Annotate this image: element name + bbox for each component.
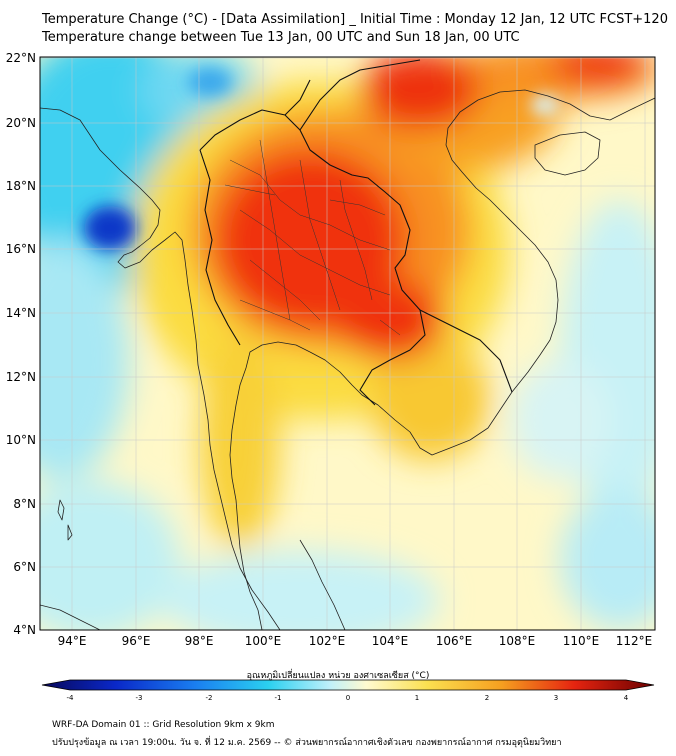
lat-label: 10°N <box>6 433 36 447</box>
province-borders <box>224 139 401 336</box>
colorbar-tick: -3 <box>136 694 143 702</box>
lon-label: 100°E <box>245 634 282 648</box>
colorbar-tick: 0 <box>346 694 350 702</box>
lon-label: 104°E <box>372 634 409 648</box>
map-subtitle: Temperature change between Tue 13 Jan, 0… <box>42 30 520 45</box>
colorbar-title: อุณหภูมิเปลี่ยนแปลง หน่วย องศาเซลเซียส (… <box>246 671 430 681</box>
lon-label: 102°E <box>309 634 346 648</box>
latitude-axis: 22°N 20°N 18°N 16°N 14°N 12°N 10°N 8°N 6… <box>6 51 36 637</box>
colorbar-tick: 4 <box>624 694 629 702</box>
plot-frame <box>39 56 656 631</box>
lat-label: 14°N <box>6 306 36 320</box>
colorbar-tick: -4 <box>67 694 75 702</box>
lat-label: 16°N <box>6 242 36 256</box>
lon-label: 110°E <box>563 634 600 648</box>
lat-label: 18°N <box>6 179 36 193</box>
lon-label: 98°E <box>185 634 214 648</box>
lon-label: 108°E <box>499 634 536 648</box>
lon-label: 112°E <box>616 634 653 648</box>
colorbar-scale <box>41 679 655 691</box>
temperature-field <box>40 57 655 630</box>
footer-model-info: WRF-DA Domain 01 :: Grid Resolution 9km … <box>52 720 275 730</box>
lon-label: 94°E <box>58 634 87 648</box>
footer-update-info: ปรับปรุงข้อมูล ณ เวลา 19:00น. วัน จ. ที่… <box>52 738 562 748</box>
gridlines <box>40 57 655 630</box>
lat-label: 12°N <box>6 370 36 384</box>
longitude-axis: 94°E 96°E 98°E 100°E 102°E 104°E 106°E 1… <box>58 634 653 648</box>
lat-label: 4°N <box>13 623 36 637</box>
lat-label: 22°N <box>6 51 36 65</box>
colorbar-ticks: -4 -3 -2 -1 0 1 2 3 4 <box>67 694 629 702</box>
colorbar-tick: 2 <box>485 694 489 702</box>
lat-label: 6°N <box>13 560 36 574</box>
colorbar-tick: 3 <box>554 694 558 702</box>
coastlines <box>40 89 655 630</box>
country-borders <box>199 59 513 406</box>
colorbar-tick: 1 <box>415 694 419 702</box>
map-title: Temperature Change (°C) - [Data Assimila… <box>42 12 668 27</box>
colorbar: -4 -3 -2 -1 0 1 2 3 4 <box>41 679 655 702</box>
lat-label: 8°N <box>13 497 36 511</box>
lon-label: 106°E <box>436 634 473 648</box>
lon-label: 96°E <box>122 634 151 648</box>
lat-label: 20°N <box>6 116 36 130</box>
colorbar-tick: -2 <box>206 694 213 702</box>
colorbar-tick: -1 <box>275 694 282 702</box>
